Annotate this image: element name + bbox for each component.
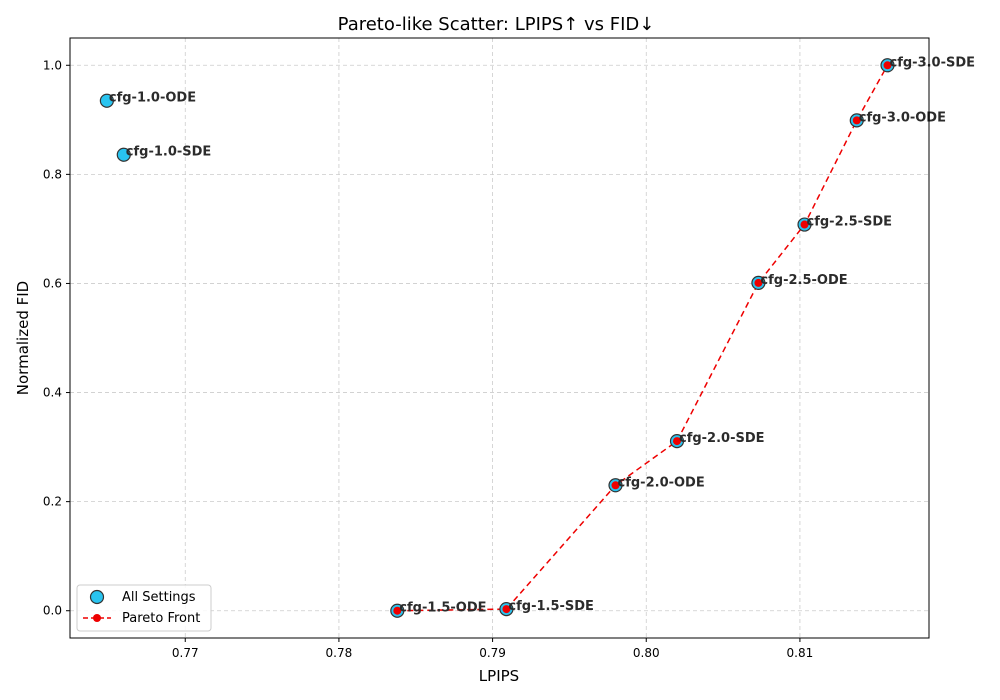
x-tick-label: 0.79: [479, 646, 506, 660]
legend-box: [76, 584, 212, 632]
plot-frame: [69, 37, 930, 639]
y-axis-label: Normalized FID: [14, 281, 32, 395]
point-label: cfg-1.5-ODE: [399, 601, 486, 616]
point-label: cfg-2.5-SDE: [807, 215, 893, 230]
y-axis-ticks: 0.0 0.2 0.4 0.6 0.8 1.0: [43, 58, 70, 618]
x-axis-ticks: 0.77 0.78 0.79 0.80 0.81: [172, 638, 813, 660]
point-label: cfg-3.0-ODE: [859, 110, 946, 125]
point-labels: cfg-1.0-ODE cfg-1.0-SDE cfg-1.5-ODE cfg-1.5…: [109, 55, 975, 615]
pareto-front-marker: [754, 278, 763, 287]
point-label: cfg-2.0-ODE: [618, 475, 705, 490]
legend-all-settings-marker: [89, 589, 105, 605]
pareto-front-marker: [502, 605, 511, 614]
y-tick-label: 1.0: [43, 58, 62, 72]
pareto-front-marker: [852, 116, 861, 125]
point-label: cfg-1.0-SDE: [126, 145, 212, 160]
scatter-point: [116, 147, 131, 162]
legend-pareto-marker: [93, 614, 101, 622]
pareto-front-marker: [672, 437, 681, 446]
legend-all-settings-label: All Settings: [122, 590, 196, 605]
x-tick-label: 0.80: [633, 646, 660, 660]
point-label: cfg-1.0-ODE: [109, 91, 196, 106]
x-tick-label: 0.81: [787, 646, 814, 660]
y-tick-label: 0.4: [43, 386, 62, 400]
y-tick-label: 0.6: [43, 276, 62, 290]
scatter-point: [99, 93, 114, 108]
chart-title: Pareto-like Scatter: LPIPS↑ vs FID↓: [338, 14, 655, 35]
pareto-front-markers: [393, 61, 892, 615]
x-tick-label: 0.78: [326, 646, 353, 660]
pareto-front-marker: [883, 61, 892, 70]
pareto-front-marker: [393, 606, 402, 615]
point-label: cfg-2.5-ODE: [760, 273, 847, 288]
y-tick-label: 0.0: [43, 604, 62, 618]
pareto-front-marker: [611, 481, 620, 490]
x-tick-label: 0.77: [172, 646, 199, 660]
y-tick-label: 0.8: [43, 167, 62, 181]
pareto-front-marker: [800, 220, 809, 229]
point-label: cfg-2.0-SDE: [679, 431, 765, 446]
grid-lines: [70, 38, 929, 638]
legend-pareto-label: Pareto Front: [122, 611, 200, 626]
point-label: cfg-3.0-SDE: [890, 55, 976, 70]
y-tick-label: 0.2: [43, 495, 62, 509]
point-label: cfg-1.5-SDE: [508, 599, 594, 614]
legend: All Settings Pareto Front: [76, 584, 212, 632]
x-axis-label: LPIPS: [479, 667, 519, 685]
